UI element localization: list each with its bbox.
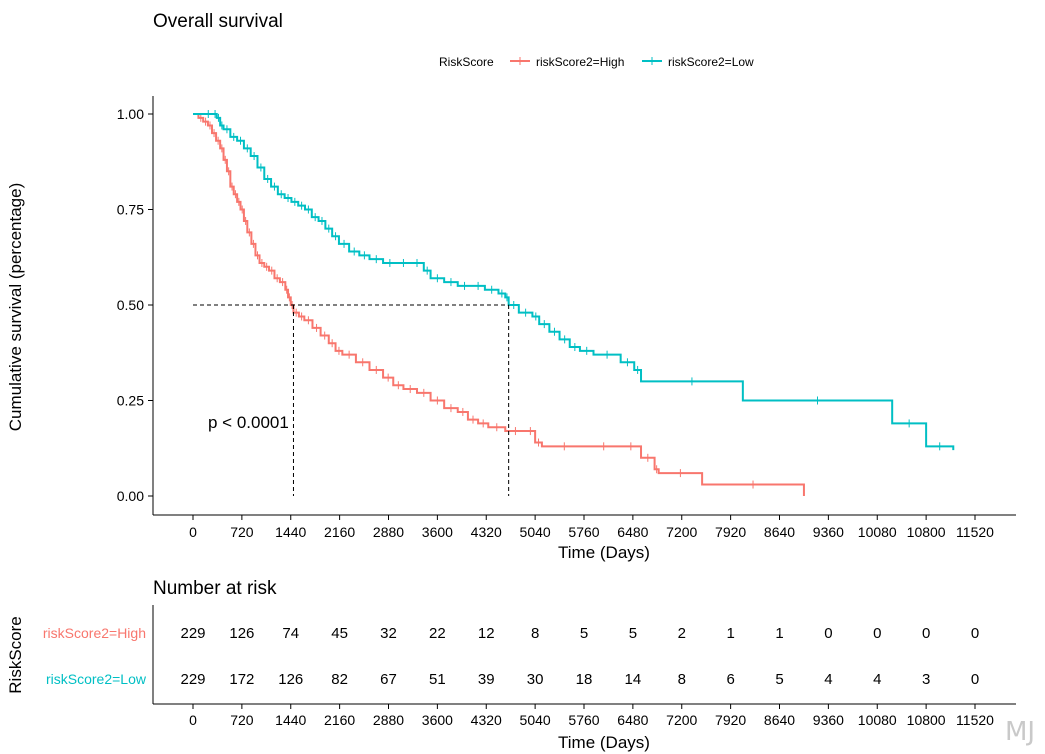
chart-title: Overall survival <box>153 11 283 32</box>
risk-value: 2 <box>678 625 686 642</box>
risk-value: 5 <box>629 625 637 642</box>
risk-value: 0 <box>824 625 832 642</box>
x-tick-label: 9360 <box>813 524 844 540</box>
x-tick-label: 1440 <box>275 524 306 540</box>
x-tick-label: 2160 <box>324 712 355 728</box>
x-tick-label: 0 <box>189 524 197 540</box>
risk-value: 45 <box>331 625 348 642</box>
y-axis-label: Cumulative survival (percentage) <box>6 183 25 432</box>
x-tick-label: 5760 <box>568 712 599 728</box>
risk-value: 30 <box>527 671 544 688</box>
x-tick-label: 9360 <box>813 712 844 728</box>
legend-label: riskScore2=High <box>536 55 624 69</box>
risk-value: 3 <box>922 671 930 688</box>
x-tick-label: 1440 <box>275 712 306 728</box>
risk-table-title: Number at risk <box>153 578 277 599</box>
main-plot-area: 0.00 0.25 0.50 0.75 1.00 0 720 1440 2160 2880 360… <box>117 96 1016 540</box>
risk-value: 67 <box>380 671 397 688</box>
risk-value: 126 <box>278 671 303 688</box>
risk-value: 6 <box>726 671 734 688</box>
risk-value: 8 <box>678 671 686 688</box>
x-tick-label: 5760 <box>568 524 599 540</box>
x-tick-label: 3600 <box>422 712 453 728</box>
risk-value: 18 <box>576 671 593 688</box>
x-tick-label: 3600 <box>422 524 453 540</box>
risk-value: 51 <box>429 671 446 688</box>
risk-value: 82 <box>331 671 348 688</box>
risk-x-ticks: 0 720 1440 2160 2880 3600 4320 5040 5760 6480 7200… <box>189 704 994 728</box>
risk-value: 14 <box>625 671 642 688</box>
risk-value: 22 <box>429 625 446 642</box>
x-tick-label: 720 <box>230 712 254 728</box>
legend-title: RiskScore <box>439 55 494 69</box>
x-tick-label: 8640 <box>764 712 795 728</box>
y-ticks: 0.00 0.25 0.50 0.75 1.00 <box>117 106 153 504</box>
p-value-label: p < 0.0001 <box>208 413 289 432</box>
watermark-logo: MJ <box>1005 717 1035 747</box>
y-tick-label: 0.00 <box>117 488 144 504</box>
risk-value: 172 <box>229 671 254 688</box>
x-axis-label: Time (Days) <box>558 543 650 562</box>
x-tick-label: 4320 <box>471 524 502 540</box>
risk-value: 4 <box>873 671 881 688</box>
y-tick-label: 0.75 <box>117 202 144 218</box>
survival-curves <box>193 110 955 496</box>
median-lines <box>193 304 510 496</box>
risk-row-label: riskScore2=High <box>43 625 146 641</box>
x-tick-label: 4320 <box>471 712 502 728</box>
risk-value: 0 <box>971 671 979 688</box>
risk-value: 4 <box>824 671 832 688</box>
legend: RiskScore riskScore2=High riskScore2=Low <box>439 55 754 69</box>
x-tick-label: 7200 <box>666 712 697 728</box>
x-tick-label: 11520 <box>956 524 994 540</box>
risk-value: 229 <box>180 625 205 642</box>
risk-value: 5 <box>775 671 783 688</box>
risk-table: Number at risk riskScore2=High 229 126 74 45… <box>6 578 1016 752</box>
risk-rows: riskScore2=High 229 126 74 45 32 22 12 8 5 5 2 1 1 0 0 0… <box>43 625 979 688</box>
x-tick-label: 10080 <box>858 524 897 540</box>
risk-value: 126 <box>229 625 254 642</box>
x-tick-label: 2880 <box>373 524 404 540</box>
risk-value: 0 <box>922 625 930 642</box>
x-tick-label: 2160 <box>324 524 355 540</box>
risk-value: 1 <box>775 625 783 642</box>
x-tick-label: 6480 <box>617 712 648 728</box>
y-tick-label: 1.00 <box>117 106 144 122</box>
x-tick-label: 10080 <box>858 712 897 728</box>
survival-curve-riskScore2=Low <box>193 113 955 451</box>
risk-value: 12 <box>478 625 495 642</box>
x-tick-label: 8640 <box>764 524 795 540</box>
risk-value: 0 <box>873 625 881 642</box>
risk-value: 0 <box>971 625 979 642</box>
x-tick-label: 0 <box>189 712 197 728</box>
x-tick-label: 5040 <box>520 712 551 728</box>
risk-y-axis-label: RiskScore <box>6 616 25 693</box>
risk-x-axis-label: Time (Days) <box>558 733 650 752</box>
x-tick-label: 10800 <box>907 524 946 540</box>
x-ticks: 0 720 1440 2160 2880 3600 4320 5040 5760 6480 7200… <box>189 515 994 540</box>
x-tick-label: 7920 <box>715 712 746 728</box>
risk-value: 32 <box>380 625 397 642</box>
legend-label: riskScore2=Low <box>668 55 754 69</box>
survival-curve-riskScore2=High <box>193 113 805 496</box>
risk-value: 74 <box>282 625 299 642</box>
x-tick-label: 11520 <box>956 712 994 728</box>
risk-value: 5 <box>580 625 588 642</box>
x-tick-label: 7200 <box>666 524 697 540</box>
risk-value: 8 <box>531 625 539 642</box>
x-tick-label: 2880 <box>373 712 404 728</box>
risk-value: 229 <box>180 671 205 688</box>
y-tick-label: 0.25 <box>117 393 144 409</box>
x-tick-label: 10800 <box>907 712 946 728</box>
risk-row-label: riskScore2=Low <box>46 671 147 687</box>
risk-value: 39 <box>478 671 495 688</box>
x-tick-label: 5040 <box>520 524 551 540</box>
x-tick-label: 7920 <box>715 524 746 540</box>
x-tick-label: 6480 <box>617 524 648 540</box>
y-tick-label: 0.50 <box>117 297 144 313</box>
x-tick-label: 720 <box>230 524 254 540</box>
risk-value: 1 <box>726 625 734 642</box>
